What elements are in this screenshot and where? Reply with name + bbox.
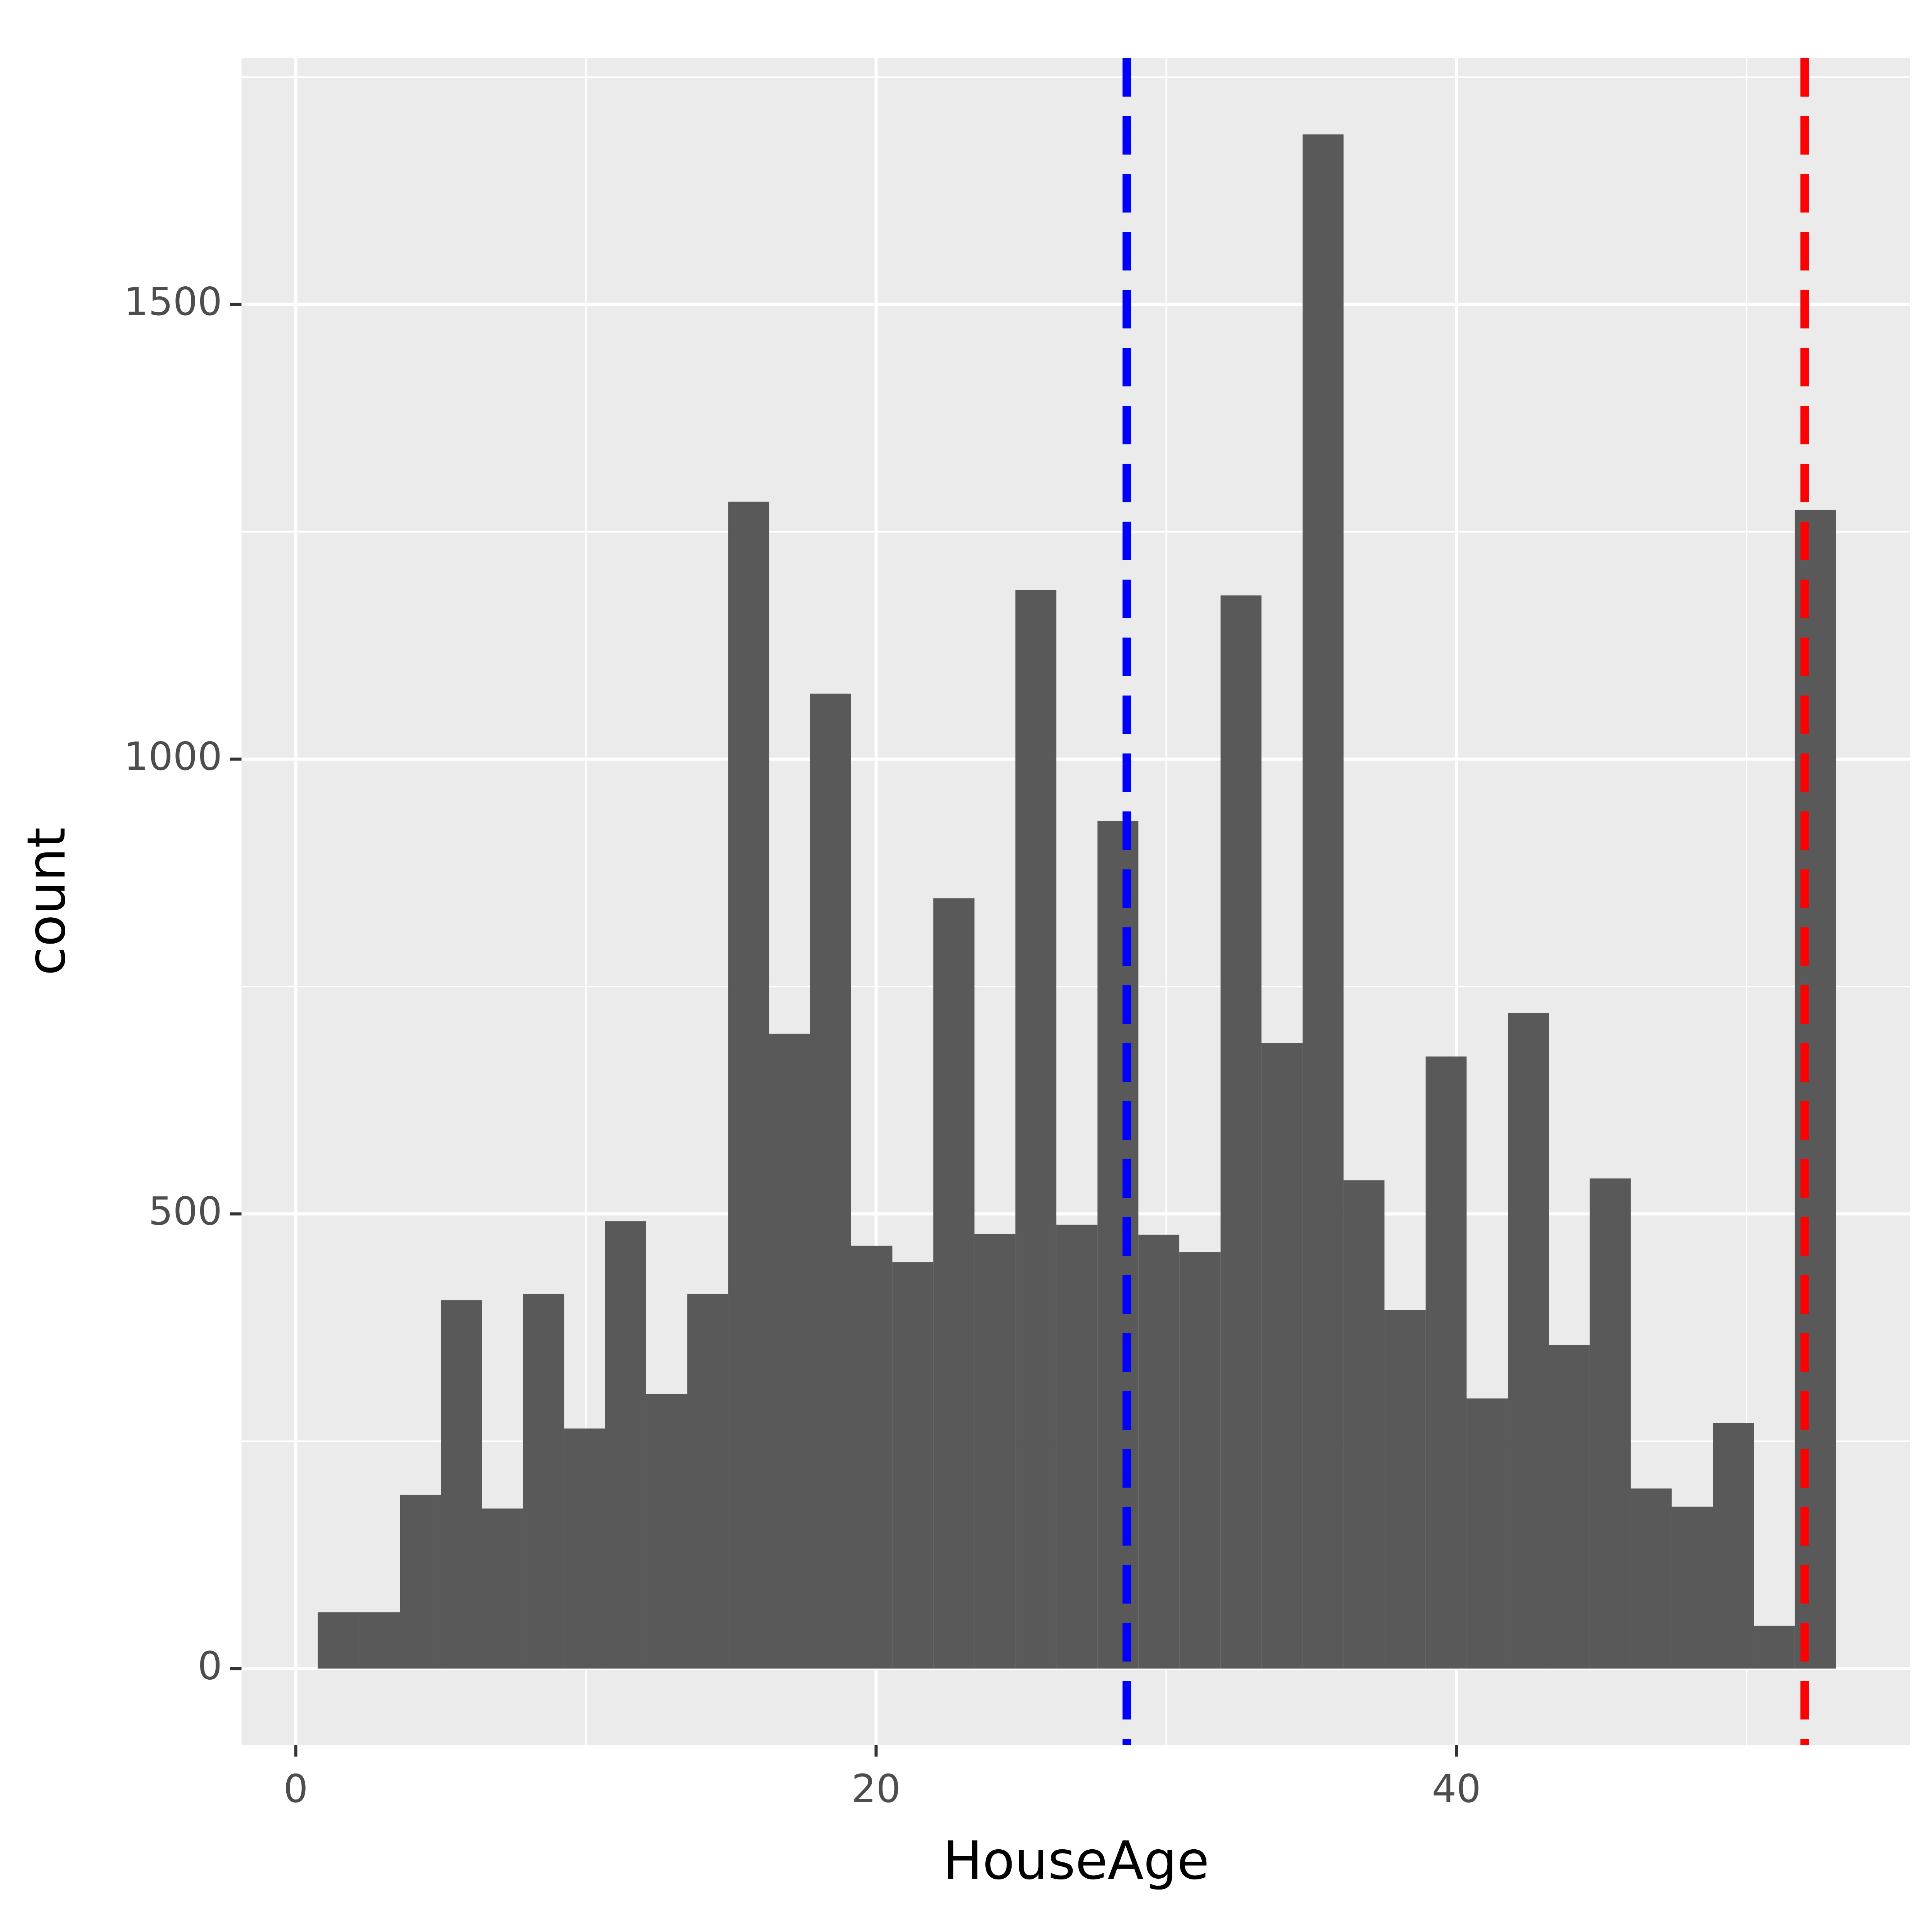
bar: [1097, 821, 1139, 1669]
y-axis-title: count: [16, 827, 77, 976]
bar: [1589, 1178, 1631, 1669]
bar: [1549, 1345, 1590, 1669]
bar: [1056, 1225, 1098, 1669]
bar: [1261, 1043, 1303, 1669]
y-tick-label: 1000: [124, 734, 223, 779]
bar: [359, 1612, 400, 1669]
bar: [1015, 590, 1056, 1669]
bar: [687, 1294, 728, 1669]
bar: [564, 1428, 605, 1669]
bar: [1508, 1013, 1549, 1669]
bar: [1672, 1507, 1713, 1669]
bar: [1631, 1488, 1672, 1669]
bar: [523, 1294, 565, 1669]
bar: [441, 1300, 482, 1669]
bar: [810, 694, 851, 1669]
x-tick-label: 20: [852, 1766, 901, 1811]
y-tick-label: 500: [148, 1189, 222, 1234]
bar: [1384, 1310, 1426, 1669]
bar: [1179, 1252, 1221, 1669]
bar: [318, 1612, 359, 1669]
bar: [1344, 1180, 1385, 1669]
bar: [1713, 1423, 1754, 1669]
bar: [892, 1262, 934, 1669]
bar: [1220, 595, 1262, 1669]
bar: [769, 1034, 810, 1669]
bar: [482, 1509, 523, 1669]
bar: [1138, 1235, 1180, 1669]
bar: [851, 1245, 893, 1669]
bar: [974, 1234, 1015, 1669]
x-axis-title: HouseAge: [943, 1830, 1209, 1891]
x-tick-label: 0: [284, 1766, 308, 1811]
x-tick-label: 40: [1432, 1766, 1481, 1811]
bar: [728, 502, 769, 1669]
bar: [1425, 1056, 1467, 1669]
bar: [1303, 134, 1344, 1669]
bar: [1794, 510, 1836, 1669]
bar: [933, 898, 975, 1669]
bar: [400, 1495, 441, 1669]
bar: [1466, 1398, 1508, 1669]
bar: [1753, 1626, 1795, 1669]
bar: [605, 1221, 646, 1669]
bar: [646, 1394, 687, 1669]
y-tick-label: 0: [197, 1643, 222, 1689]
y-tick-label: 1500: [124, 279, 223, 324]
